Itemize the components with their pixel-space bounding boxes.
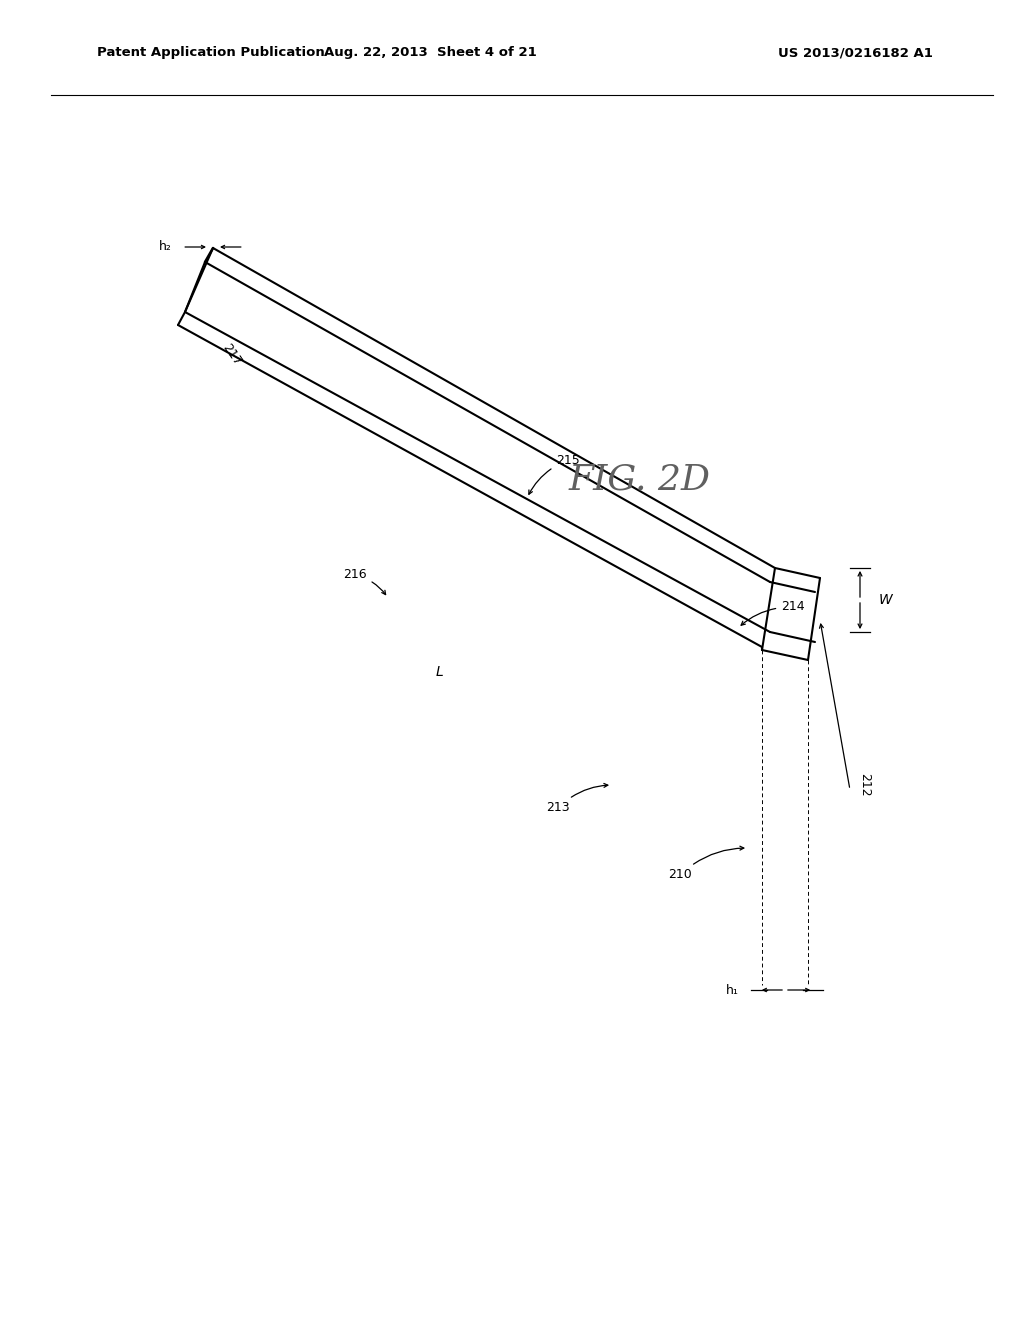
Text: 215: 215 (528, 454, 580, 494)
Text: h₂: h₂ (159, 240, 172, 253)
Text: L: L (436, 665, 443, 678)
Text: Aug. 22, 2013  Sheet 4 of 21: Aug. 22, 2013 Sheet 4 of 21 (324, 46, 537, 59)
Text: 217: 217 (220, 342, 244, 368)
Text: 213: 213 (546, 784, 608, 814)
Text: 210: 210 (668, 846, 743, 882)
Text: US 2013/0216182 A1: US 2013/0216182 A1 (778, 46, 933, 59)
Text: FIG. 2D: FIG. 2D (569, 463, 711, 498)
Text: h₁: h₁ (726, 983, 738, 997)
Text: W: W (879, 593, 892, 607)
Text: 216: 216 (343, 569, 386, 594)
Text: Patent Application Publication: Patent Application Publication (97, 46, 325, 59)
Text: 214: 214 (741, 601, 805, 626)
Text: 212: 212 (858, 774, 871, 797)
